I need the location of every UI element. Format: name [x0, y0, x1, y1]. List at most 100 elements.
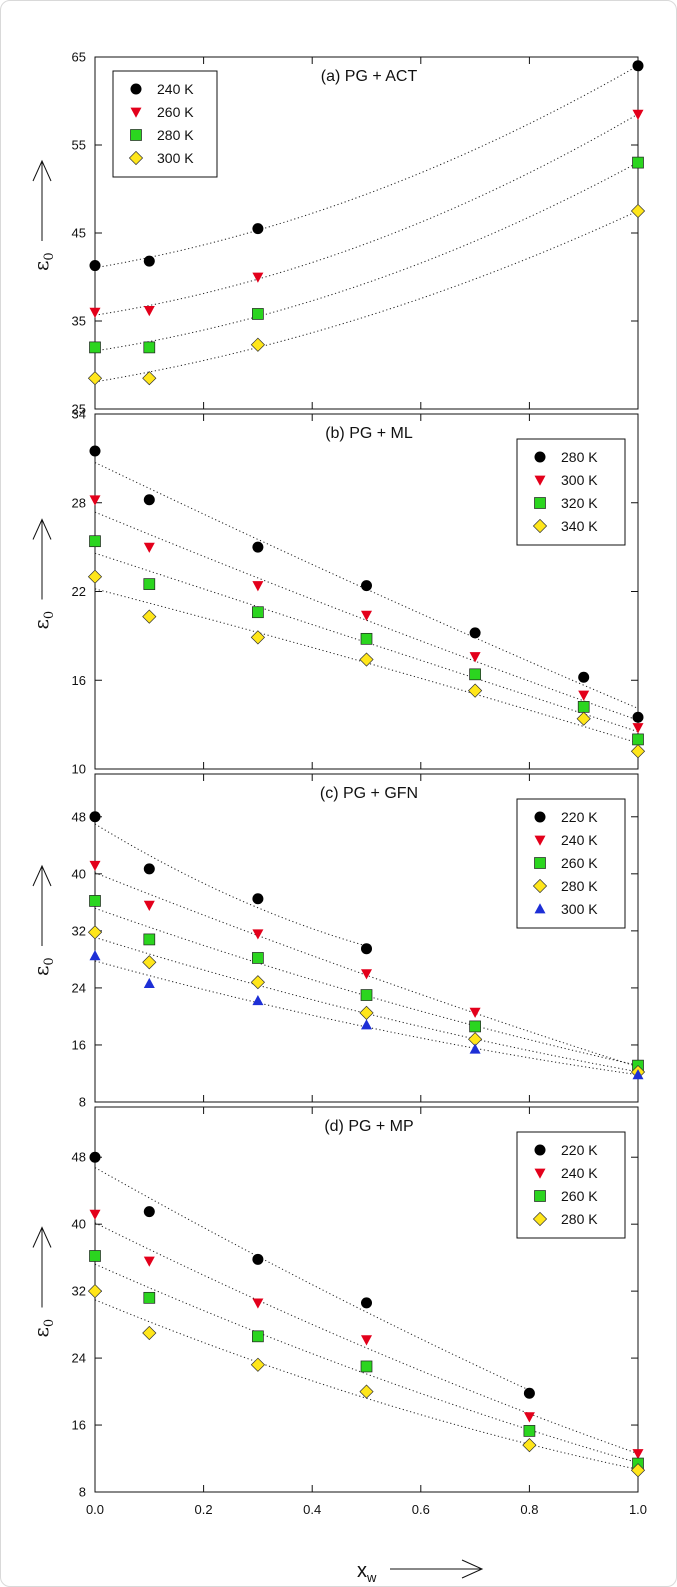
- panels: 2535455565(a) PG + ACT240 K260 K280 K300…: [29, 50, 647, 1518]
- fit-curve: [95, 162, 638, 350]
- data-point: [144, 543, 155, 553]
- x-axis-label-sub: w: [366, 1570, 377, 1585]
- y-axis-label-text: ε0: [29, 1319, 57, 1338]
- data-point: [88, 1285, 101, 1298]
- data-point: [360, 653, 373, 666]
- data-point: [360, 1006, 373, 1019]
- data-point: [523, 1439, 536, 1452]
- data-point: [144, 1206, 155, 1217]
- data-point: [633, 110, 644, 120]
- legend-label: 240 K: [561, 832, 598, 848]
- data-point: [633, 734, 644, 745]
- data-point: [90, 445, 101, 456]
- legend-marker: [535, 498, 546, 509]
- data-point: [88, 570, 101, 583]
- y-axis-label-main: ε: [29, 619, 53, 629]
- y-tick-label: 45: [72, 226, 86, 241]
- y-tick-label: 65: [72, 50, 86, 65]
- legend-marker: [535, 812, 546, 823]
- panel-title: (d) PG + MP: [324, 1118, 413, 1135]
- data-point: [143, 610, 156, 623]
- x-tick-label: 1.0: [629, 1502, 647, 1517]
- data-point: [361, 1361, 372, 1372]
- y-tick-label: 34: [72, 407, 86, 422]
- legend-label: 300 K: [561, 472, 598, 488]
- data-point: [577, 712, 590, 725]
- panel-title: (b) PG + ML: [325, 425, 413, 442]
- data-point: [144, 934, 155, 945]
- data-point: [144, 1292, 155, 1303]
- y-axis-label-text: ε0: [29, 611, 57, 630]
- fit-curve: [95, 1168, 529, 1391]
- y-axis-label-main: ε: [29, 966, 53, 976]
- data-point: [90, 495, 101, 505]
- data-point: [252, 308, 263, 319]
- data-point: [631, 745, 644, 758]
- data-point: [252, 542, 263, 553]
- fit-curve: [95, 937, 638, 1071]
- data-point: [144, 978, 155, 988]
- data-point: [251, 631, 264, 644]
- data-point: [90, 950, 101, 960]
- data-point: [578, 701, 589, 712]
- y-tick-label: 16: [72, 1418, 86, 1433]
- y-tick-label: 40: [72, 1217, 86, 1232]
- data-point: [524, 1425, 535, 1436]
- data-point: [88, 372, 101, 385]
- x-tick-label: 0.2: [195, 1502, 213, 1517]
- data-point: [144, 1257, 155, 1267]
- data-point: [251, 976, 264, 989]
- y-tick-label: 40: [72, 866, 86, 881]
- data-point: [252, 952, 263, 963]
- y-tick-label: 10: [72, 762, 86, 777]
- data-point: [361, 1019, 372, 1029]
- data-point: [252, 1331, 263, 1342]
- data-point: [251, 1358, 264, 1371]
- y-axis-label: ε0: [29, 161, 57, 271]
- legend-marker: [535, 1191, 546, 1202]
- data-point: [361, 1297, 372, 1308]
- data-point: [633, 723, 644, 733]
- data-point: [90, 811, 101, 822]
- data-point: [144, 863, 155, 874]
- data-point: [144, 342, 155, 353]
- y-tick-label: 8: [79, 1485, 86, 1500]
- data-point: [144, 579, 155, 590]
- data-point: [90, 536, 101, 547]
- data-point: [144, 256, 155, 267]
- data-point: [252, 581, 263, 591]
- data-point: [470, 627, 481, 638]
- x-tick-label: 0.8: [520, 1502, 538, 1517]
- data-point: [470, 1021, 481, 1032]
- y-tick-label: 48: [72, 809, 86, 824]
- y-axis-label-sub: 0: [42, 252, 57, 260]
- legend-label: 260 K: [561, 855, 598, 871]
- data-point: [144, 306, 155, 316]
- data-point: [90, 308, 101, 318]
- y-axis-label: ε0: [29, 1228, 57, 1338]
- data-point: [633, 712, 644, 723]
- data-point: [361, 611, 372, 621]
- x-tick-label: 0.6: [412, 1502, 430, 1517]
- legend-marker: [535, 1145, 546, 1156]
- panel-title: (c) PG + GFN: [320, 785, 418, 802]
- y-tick-label: 48: [72, 1150, 86, 1165]
- panel-title: (a) PG + ACT: [321, 68, 418, 85]
- y-axis-label-main: ε: [29, 261, 53, 271]
- fit-curve: [95, 211, 638, 382]
- data-point: [470, 1043, 481, 1053]
- data-point: [90, 260, 101, 271]
- data-point: [90, 1210, 101, 1220]
- legend-label: 320 K: [561, 495, 598, 511]
- legend-label: 280 K: [561, 449, 598, 465]
- legend-label: 220 K: [561, 1142, 598, 1158]
- data-point: [252, 223, 263, 234]
- y-tick-label: 8: [79, 1095, 86, 1110]
- x-tick-label: 0.0: [86, 1502, 104, 1517]
- y-axis-label-sub: 0: [42, 957, 57, 965]
- y-tick-label: 16: [72, 1037, 86, 1052]
- y-axis-label: ε0: [29, 866, 57, 976]
- y-axis-label: ε0: [29, 520, 57, 630]
- data-point: [90, 1152, 101, 1163]
- y-tick-label: 28: [72, 495, 86, 510]
